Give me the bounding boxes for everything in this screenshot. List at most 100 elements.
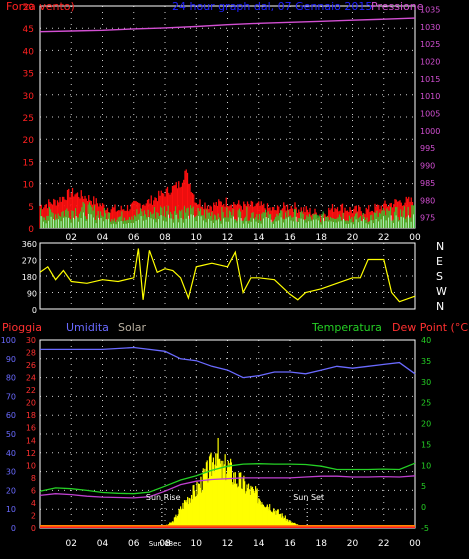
wind-tick-label: 10 (23, 181, 35, 191)
time-tick-label: 06 (128, 539, 140, 549)
wind-tick-label: 40 (23, 47, 35, 57)
solar-axis-label: Solar (118, 321, 147, 334)
time-tick-label: 04 (97, 233, 109, 243)
time-tick-label: 02 (66, 539, 77, 549)
pressure-axis-label: Pressione (371, 0, 424, 13)
humidity-tick-label: 30 (6, 468, 16, 477)
time-tick-label: 00 (409, 539, 421, 549)
wind-tick-label: 30 (23, 92, 35, 102)
time-tick-label: 14 (253, 539, 265, 549)
rain-tick-label: 6 (31, 486, 36, 495)
rain-tick-label: 22 (26, 386, 36, 395)
time-tick-label: 16 (284, 233, 296, 243)
temperature-axis-label: Temperatura (311, 321, 382, 334)
rain-tick-label: 12 (26, 449, 36, 458)
rain-tick-label: 14 (26, 436, 36, 445)
time-tick-label: 22 (378, 539, 389, 549)
time-tick-label: 12 (222, 539, 233, 549)
pressure-tick-label: 985 (420, 179, 435, 188)
rain-tick-label: 8 (31, 474, 36, 483)
wind-tick-label: 50 (23, 3, 35, 13)
humidity-tick-label: 70 (6, 392, 16, 401)
pressure-tick-label: 1020 (420, 58, 440, 67)
rain-tick-label: 4 (31, 499, 36, 508)
humidity-tick-label: 0 (11, 524, 16, 533)
temperature-tick-label: -5 (421, 524, 429, 533)
humidity-tick-label: 90 (6, 355, 16, 364)
humidity-tick-label: 10 (6, 505, 16, 514)
wind-tick-label: 0 (28, 225, 34, 235)
pressure-tick-label: 1010 (420, 92, 440, 101)
time-tick-label: 00 (409, 233, 421, 243)
time-tick-label: 14 (253, 233, 265, 243)
sunrise-label: Sun Rise (146, 493, 181, 502)
rain-axis-label: Pioggia (2, 321, 42, 334)
pressure-tick-label: 990 (420, 162, 435, 171)
temperature-tick-label: 15 (421, 440, 431, 449)
time-tick-label: 18 (316, 539, 328, 549)
humidity-temp-series: Sun Rise Sun Set Sun 08ec (39, 346, 416, 548)
wind-axis-label: Forza vento) (6, 0, 75, 13)
wind-tick-label: 35 (23, 70, 34, 80)
time-tick-label: 10 (191, 233, 203, 243)
sunset-label: Sun Set (293, 493, 324, 502)
rain-tick-label: 18 (26, 411, 36, 420)
rain-tick-label: 10 (26, 461, 36, 470)
rain-tick-label: 30 (26, 336, 36, 345)
time-tick-label: 04 (97, 539, 109, 549)
time-tick-label: 08 (159, 233, 171, 243)
direction-tick-label: 360 (22, 240, 37, 249)
humidity-axis-label: Umidita (66, 321, 109, 334)
wind-pressure-ticks: 0510152025303540455097598098599099510001… (23, 3, 441, 243)
humidity-tick-label: 40 (6, 449, 16, 458)
wind-pressure-series (39, 17, 416, 228)
pressure-tick-label: 975 (420, 214, 435, 223)
time-tick-label: 16 (284, 539, 296, 549)
rain-bar (40, 526, 415, 528)
humidity-temp-ticks: 0102030405060708090100024681012141618202… (1, 336, 431, 549)
humidity-tick-label: 20 (6, 486, 16, 495)
rain-tick-label: 26 (26, 361, 36, 370)
rain-tick-label: 20 (26, 399, 36, 408)
pressure-tick-label: 1000 (420, 127, 440, 136)
rain-tick-label: 16 (26, 424, 36, 433)
pressure-tick-label: 980 (420, 196, 435, 205)
direction-series (39, 248, 416, 303)
time-tick-label: 10 (191, 539, 203, 549)
wind-tick-label: 5 (28, 203, 34, 213)
wind-direction-line (39, 248, 416, 303)
rain-tick-label: 24 (26, 374, 36, 383)
humidity-line (40, 346, 416, 379)
direction-tick-label: 0 (32, 306, 37, 315)
pressure-tick-label: 1030 (420, 23, 440, 32)
direction-tick-label: 90 (27, 290, 37, 299)
wind-tick-label: 15 (23, 158, 34, 168)
pressure-line (39, 17, 416, 33)
humidity-tick-label: 100 (1, 336, 16, 345)
direction-tick-label: 270 (22, 257, 37, 266)
compass-label: S (436, 270, 443, 283)
rain-tick-label: 2 (31, 511, 36, 520)
compass-label: N (436, 300, 444, 313)
wind-tick-label: 45 (23, 25, 34, 35)
pressure-tick-label: 1015 (420, 75, 440, 84)
dewpoint-line (39, 475, 416, 499)
humidity-tick-label: 60 (6, 411, 16, 420)
time-tick-label: 22 (378, 233, 389, 243)
temperature-tick-label: 10 (421, 461, 431, 470)
wind-tick-label: 25 (23, 114, 34, 124)
time-tick-label: 12 (222, 233, 233, 243)
temperature-tick-label: 20 (421, 420, 431, 429)
direction-grid (40, 243, 415, 309)
wind-tick-label: 20 (23, 136, 35, 146)
dewpoint-axis-label: Dew Point (°C) (392, 321, 469, 334)
time-tick-label: 06 (128, 233, 140, 243)
pressure-tick-label: 1025 (420, 40, 440, 49)
compass-label: E (436, 255, 443, 268)
humidity-tick-label: 80 (6, 374, 16, 383)
temperature-tick-label: 25 (421, 399, 431, 408)
temperature-tick-label: 35 (421, 357, 431, 366)
